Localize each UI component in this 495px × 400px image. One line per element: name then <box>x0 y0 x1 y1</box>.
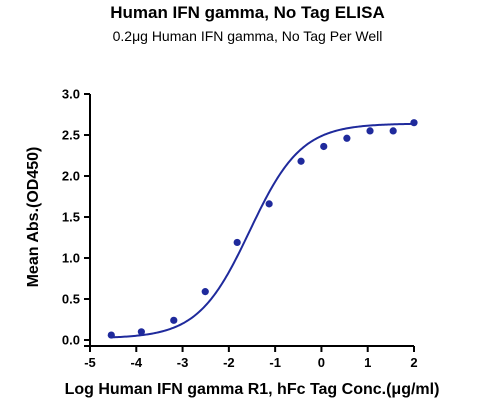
y-tick-label: 1.0 <box>62 251 80 266</box>
x-tick-label: -2 <box>223 355 235 370</box>
y-axis-title: Mean Abs.(OD450) <box>25 147 42 288</box>
data-point <box>410 119 418 127</box>
y-tick-label: 0.0 <box>62 333 80 348</box>
chart-title: Human IFN gamma, No Tag ELISA <box>110 3 385 22</box>
data-point <box>265 200 273 208</box>
y-tick-label: 2.5 <box>62 128 80 143</box>
data-point <box>343 134 351 142</box>
x-tick-label: -4 <box>131 355 143 370</box>
data-point <box>320 142 328 151</box>
data-point <box>170 316 178 324</box>
y-tick-label: 0.5 <box>62 292 80 307</box>
x-tick-label: 2 <box>410 355 417 370</box>
x-tick-label: 1 <box>364 355 371 370</box>
data-points <box>107 119 418 339</box>
x-tick-label: -5 <box>84 355 96 370</box>
data-point <box>297 157 305 165</box>
ticks <box>84 93 415 352</box>
data-point <box>389 127 397 135</box>
x-axis-title: Log Human IFN gamma R1, hFc Tag Conc.(μg… <box>65 381 440 398</box>
tick-labels: 0.0 0.5 1.0 1.5 2.0 2.5 3.0 -5 -4 -3 -2 -1 0 1 2 <box>62 87 418 371</box>
axes <box>84 94 414 347</box>
x-tick-label: 0 <box>318 355 325 370</box>
data-point <box>107 331 115 339</box>
data-point <box>233 238 241 247</box>
data-point <box>201 288 209 296</box>
y-tick-label: 3.0 <box>62 87 80 102</box>
data-point <box>137 328 145 336</box>
x-tick-label: -3 <box>177 355 189 370</box>
fit-curve-line <box>111 122 415 339</box>
y-tick-label: 2.0 <box>62 169 80 184</box>
data-point <box>366 127 374 135</box>
y-tick-label: 1.5 <box>62 210 80 225</box>
chart-subtitle: 0.2μg Human IFN gamma, No Tag Per Well <box>112 28 383 44</box>
x-tick-label: -1 <box>269 355 281 370</box>
